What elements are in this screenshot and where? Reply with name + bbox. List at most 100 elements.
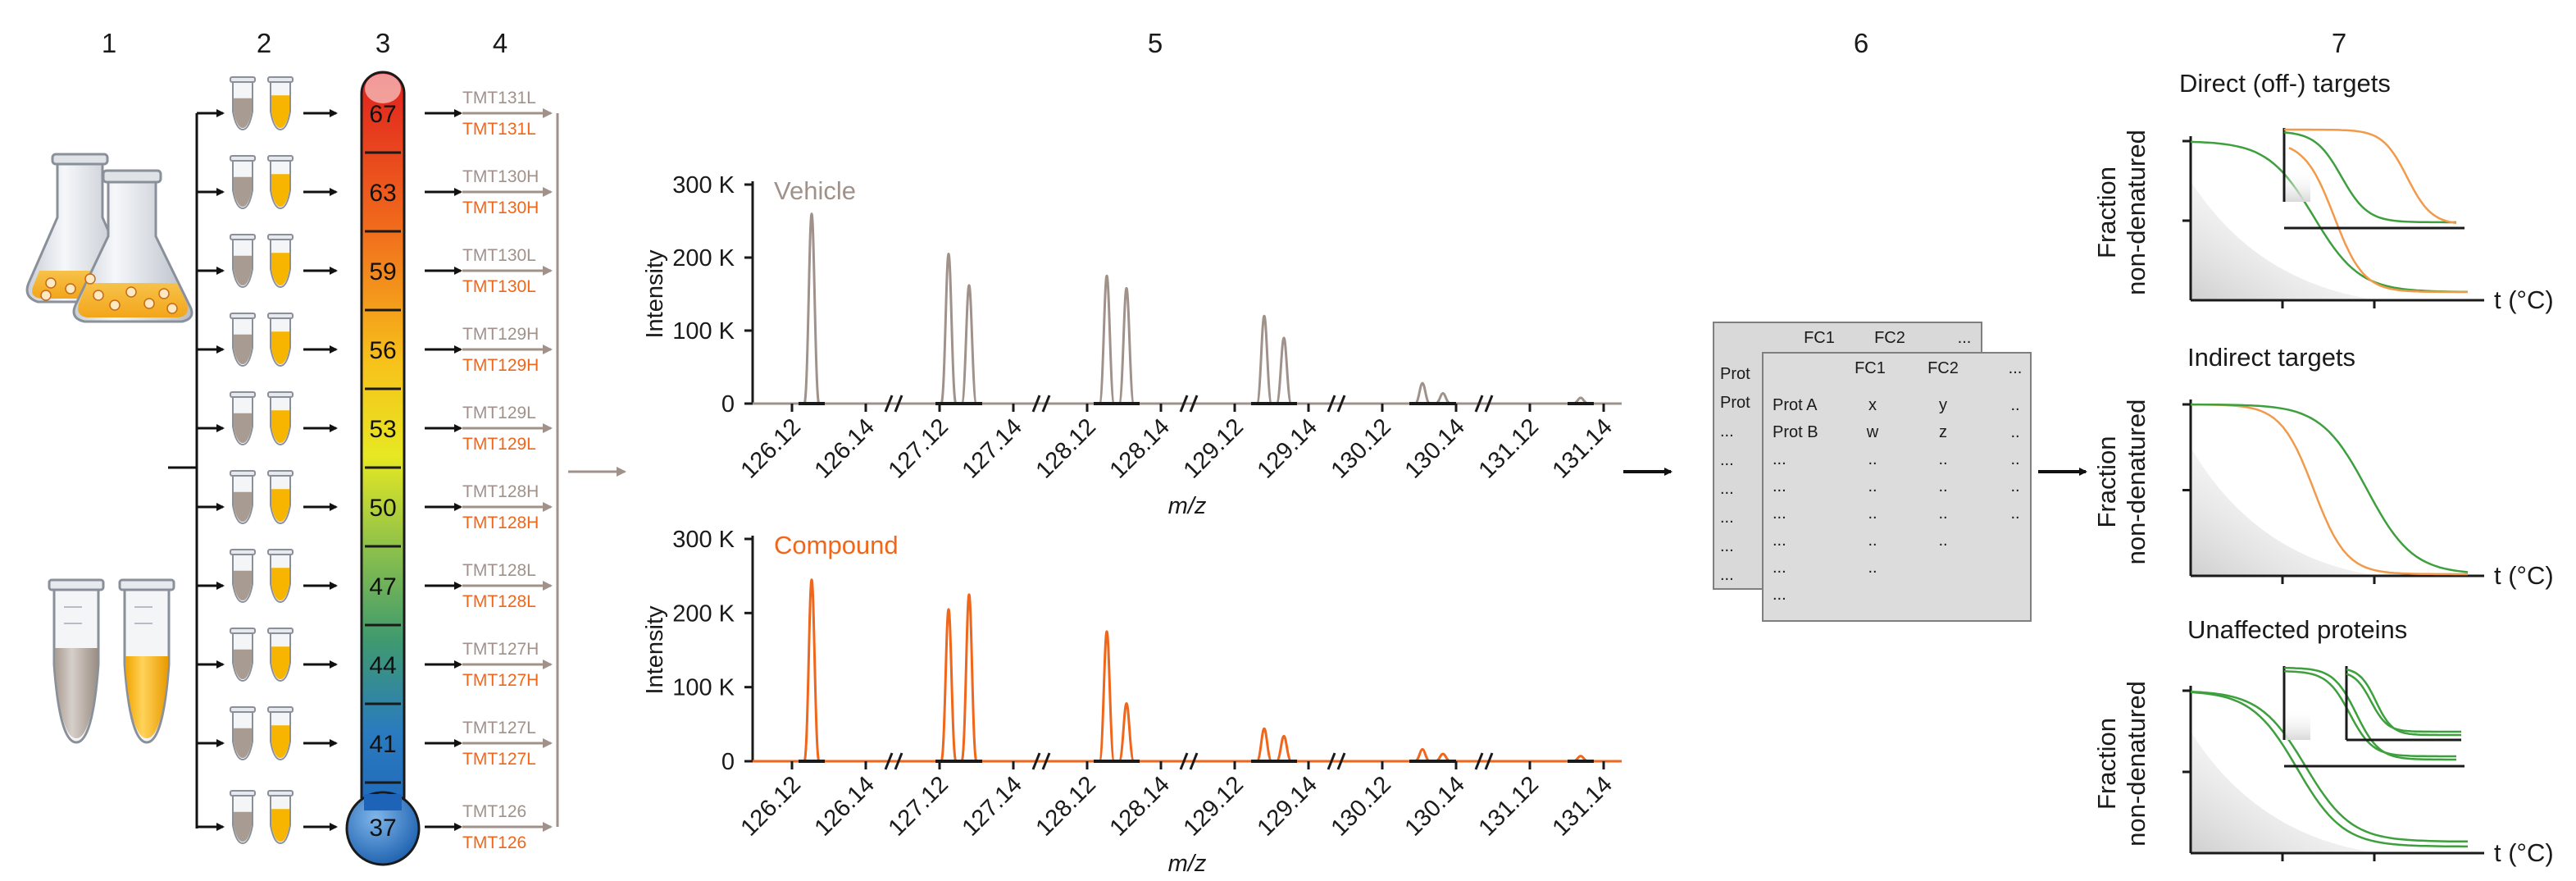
table-cell: ... xyxy=(1773,586,1786,604)
y-axis-label: Intensity xyxy=(642,249,668,338)
spectrum-peak xyxy=(803,212,821,405)
spectrum-peak xyxy=(1414,748,1431,763)
tube-pair-icon xyxy=(230,391,294,446)
melting-curve-green xyxy=(2190,691,2468,848)
table-row-label: ... xyxy=(1720,480,1734,498)
table-cell: ... xyxy=(1773,504,1786,523)
spectrum-peak xyxy=(1275,734,1293,763)
spectrum-peak xyxy=(1255,314,1273,405)
y-tick-label: 0 xyxy=(721,749,735,775)
melting-panel: Direct (off-) targets Fraction non-denatur… xyxy=(2092,69,2554,314)
melting-panel: Unaffected proteins Fraction non-denatured… xyxy=(2092,615,2554,867)
tmt-label-vehicle: TMT128H xyxy=(462,482,539,501)
temperature-rows: TMT131LTMT131LTMT130HTMT130HTMT130LTMT13… xyxy=(197,76,559,852)
x-tick-label: 127.12 xyxy=(884,413,953,483)
table-row-label: ... xyxy=(1720,451,1734,469)
y-tick-label: 0 xyxy=(721,391,735,418)
temperature-label: 50 xyxy=(369,495,396,522)
table-cell: .. xyxy=(2010,450,2019,468)
y-tick-label: 300 K xyxy=(672,172,735,199)
panel-y-label-line2: non-denatured xyxy=(2122,681,2150,847)
x-tick-label: 131.12 xyxy=(1474,771,1544,841)
temperature-row: TMT129H TMT129H xyxy=(197,313,553,375)
step-5-label: 5 xyxy=(1148,28,1163,58)
temperature-row: TMT127L TMT127L xyxy=(197,706,553,769)
inset-curve-green xyxy=(2283,131,2456,224)
panel-y-label-line2: non-denatured xyxy=(2122,130,2150,295)
spectrum-peak xyxy=(1117,702,1136,763)
spectrum-title: Vehicle xyxy=(774,176,856,205)
table-cell: ... xyxy=(1773,532,1786,550)
temperature-row: TMT129L TMT129L xyxy=(197,391,553,454)
table-cell: .. xyxy=(2010,396,2019,414)
spectrum-peak xyxy=(940,608,958,763)
step-3-label: 3 xyxy=(375,28,390,58)
tmt-label-vehicle: TMT129H xyxy=(462,325,539,344)
table-cell: .. xyxy=(1868,559,1877,577)
y-tick-label: 100 K xyxy=(672,675,735,701)
table-header-cell: FC2 xyxy=(1927,359,1959,377)
y-axis-label: Intensity xyxy=(642,605,668,694)
spectrum-peak xyxy=(1414,381,1431,405)
spectrum-title: Compound xyxy=(774,531,899,559)
panel-y-label-line2: non-denatured xyxy=(2122,399,2150,565)
table-cell: .. xyxy=(1868,477,1877,495)
table-cell: Prot B xyxy=(1773,423,1818,441)
x-tick-label: 130.12 xyxy=(1327,771,1396,841)
y-tick-label: 200 K xyxy=(672,245,735,272)
tmt-label-compound: TMT129H xyxy=(462,356,539,375)
x-tick-label: 126.14 xyxy=(810,413,880,483)
table-header-cell: FC2 xyxy=(1874,329,1905,347)
temperature-label: 67 xyxy=(369,101,396,128)
panel-y-label-line1: Fraction xyxy=(2092,167,2121,258)
big-tubes-icon xyxy=(48,578,175,744)
inset-curve-orange xyxy=(2284,128,2457,225)
panel-title: Direct (off-) targets xyxy=(2179,69,2391,98)
tube-pair-icon xyxy=(230,790,294,845)
x-tick-label: 127.14 xyxy=(958,771,1027,841)
table-cell: .. xyxy=(1938,532,1947,550)
table-header-cell: FC1 xyxy=(1855,359,1886,377)
tmt-label-vehicle: TMT131L xyxy=(462,89,536,107)
x-tick-label: 127.14 xyxy=(958,413,1027,483)
tube-pair-icon xyxy=(230,706,294,761)
table-header-cell: ... xyxy=(2009,359,2023,377)
panel-x-label: t (°C) xyxy=(2494,285,2554,314)
table-row-label: ... xyxy=(1720,422,1734,440)
step-4-label: 4 xyxy=(493,28,507,58)
tube-pair-icon xyxy=(230,549,294,604)
table-cell: .. xyxy=(1938,477,1947,495)
panel-y-label-line1: Fraction xyxy=(2092,718,2121,810)
tmt-label-vehicle: TMT130H xyxy=(462,167,539,186)
cell-culture-flasks-icon xyxy=(25,153,193,323)
x-tick-label: 128.14 xyxy=(1105,771,1175,841)
spectrum-peak xyxy=(1117,286,1136,405)
tmt-label-compound: TMT126 xyxy=(462,833,526,852)
melting-curve-green xyxy=(2190,690,2468,843)
x-axis-label: m/z xyxy=(1168,493,1207,519)
table-cell: .. xyxy=(2010,504,2019,523)
x-tick-label: 130.14 xyxy=(1400,413,1470,483)
temperature-label: 37 xyxy=(369,815,396,842)
spectrum-peak xyxy=(940,253,958,405)
y-tick-label: 200 K xyxy=(672,600,735,627)
table-cell: .. xyxy=(1938,450,1947,468)
melting-curve-orange xyxy=(2288,147,2468,294)
temperature-label: 41 xyxy=(369,731,396,758)
table-cell: .. xyxy=(1868,450,1877,468)
spectrum-peak xyxy=(1275,336,1293,405)
x-tick-label: 126.12 xyxy=(736,771,806,841)
tube-pair-icon xyxy=(230,155,294,210)
tmt-label-vehicle: TMT127L xyxy=(462,719,536,737)
melting-panel: Indirect targets Fraction non-denatured t (… xyxy=(2092,343,2554,590)
table-cell: y xyxy=(1939,396,1947,414)
x-tick-label: 129.12 xyxy=(1179,771,1249,841)
step-1-label: 1 xyxy=(102,28,116,58)
table-cell: .. xyxy=(1868,532,1877,550)
temperature-row: TMT126 TMT126 xyxy=(197,790,553,852)
temperature-label: 53 xyxy=(369,416,396,443)
table-cell: ... xyxy=(1773,559,1786,577)
